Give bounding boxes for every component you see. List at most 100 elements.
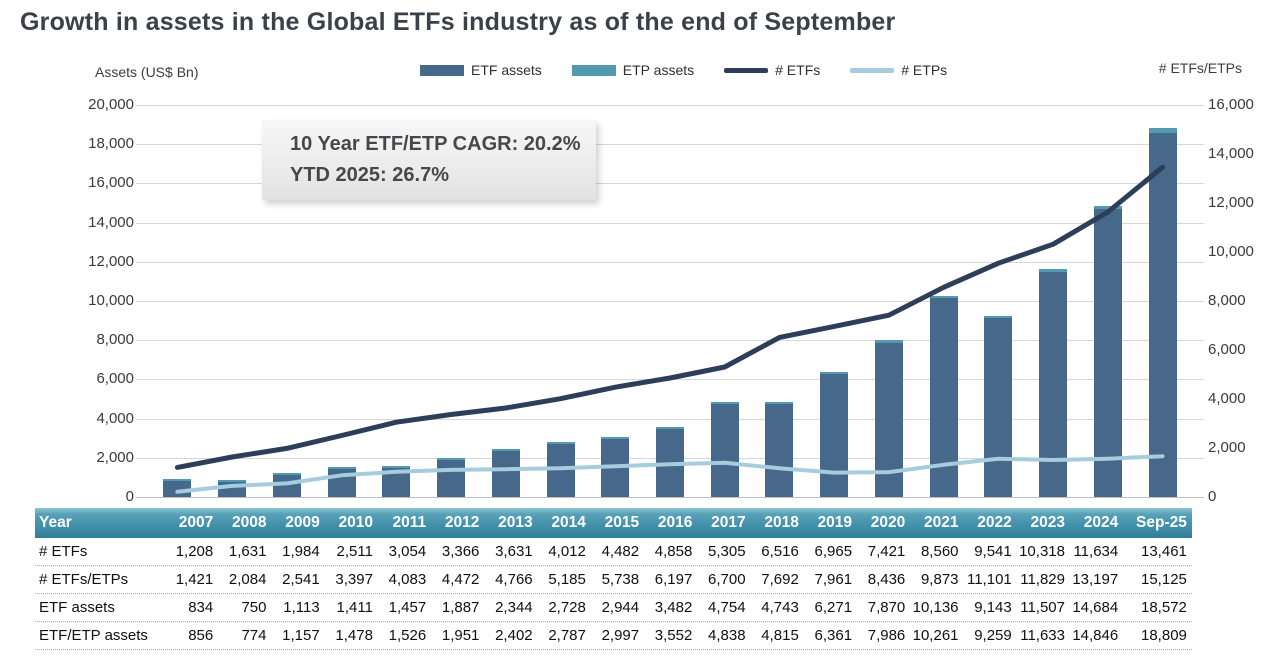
table-cell: 6,271 — [814, 599, 853, 616]
row-label: ETF/ETP assets — [39, 627, 148, 644]
table-cell: 1,411 — [336, 599, 373, 616]
table-cell: 834 — [188, 599, 214, 616]
table-cell: 3,366 — [441, 543, 480, 560]
right-axis-tick-label: 4,000 — [1208, 390, 1246, 407]
etp-assets-segment — [1039, 269, 1068, 272]
table-cell: 6,361 — [814, 627, 853, 644]
table-cell: 4,858 — [654, 543, 693, 560]
table-cell: 1,887 — [441, 599, 480, 616]
table-cell: 2009 — [285, 514, 320, 531]
bar-slot-2024 — [1080, 105, 1135, 497]
bar-slot-2019 — [807, 105, 862, 497]
line-num-etfs — [174, 164, 1166, 470]
table-cell: 14,684 — [1072, 599, 1119, 616]
table-cell: 10,136 — [912, 599, 959, 616]
table-cell: 4,754 — [708, 599, 746, 616]
legend-item: ETF assets — [420, 62, 542, 78]
table-cell: 3,631 — [495, 543, 533, 560]
left-axis-tick-label: 10,000 — [88, 292, 134, 309]
legend-label: # ETPs — [901, 62, 948, 78]
table-cell: 7,961 — [814, 571, 853, 588]
etp-assets-segment — [984, 315, 1013, 318]
etp-assets-segment — [601, 437, 630, 440]
left-axis-tick-label: 6,000 — [96, 370, 134, 388]
table-cell: 13,461 — [1141, 543, 1187, 560]
etf-assets-segment — [984, 317, 1013, 497]
table-cell: 2018 — [764, 514, 799, 531]
table-cell: 3,552 — [654, 627, 693, 644]
right-axis-tick-label: 0 — [1208, 488, 1217, 505]
table-cell: 2013 — [498, 514, 533, 531]
gridline — [136, 183, 1204, 185]
cagr-line: 10 Year ETF/ETP CAGR: 20.2% — [290, 133, 581, 155]
table-cell: 11,634 — [1073, 543, 1119, 560]
table-cell: 2023 — [1030, 514, 1065, 531]
etf-assets-segment — [710, 403, 739, 497]
table-cell: Sep-25 — [1136, 514, 1187, 531]
table-cell: 2,728 — [548, 599, 586, 616]
bar-Sep-25 — [1148, 128, 1177, 497]
etp-assets-segment — [1093, 206, 1122, 210]
left-axis-tick-label: 20,000 — [88, 96, 134, 113]
etf-assets-segment — [1093, 209, 1122, 497]
table-row: # ETFs/ETPs 1,421 2,084 2,541 3,397 4,083 4,47… — [35, 566, 1192, 594]
table-cell: 856 — [188, 627, 214, 644]
table-cell: 1,157 — [282, 627, 320, 644]
etp-assets-segment — [382, 466, 411, 469]
gridline — [136, 340, 1204, 342]
right-axis-tick-label: 8,000 — [1208, 292, 1246, 309]
table-cell: 1,951 — [441, 627, 480, 644]
gridline — [136, 418, 1204, 420]
row-label: # ETFs — [39, 543, 88, 560]
table-cell: 4,482 — [601, 543, 640, 560]
right-axis-tick-label: 16,000 — [1208, 96, 1254, 113]
line-num-etps — [175, 454, 1165, 494]
table-row: # ETFs 1,208 1,631 1,984 2,511 3,054 3,366 3,63… — [35, 538, 1192, 566]
table-cell: 2014 — [551, 514, 586, 531]
table-cell: 7,986 — [867, 627, 906, 644]
data-table: Year 2007 2008 2009 2010 2011 2012 2013 2014 2015… — [35, 508, 1192, 650]
right-axis-tick-label: 10,000 — [1208, 243, 1254, 260]
chart-legend: ETF assets ETP assets # ETFs # ETPs — [420, 62, 947, 78]
etp-assets-segment — [437, 458, 466, 460]
left-axis-tick-label: 4,000 — [96, 409, 134, 427]
right-axis-tick-label: 12,000 — [1208, 194, 1254, 211]
table-cell: 2,344 — [495, 599, 533, 616]
etp-assets-segment — [491, 449, 520, 452]
bar-2022 — [984, 315, 1013, 497]
bar-slot-2017 — [697, 105, 752, 497]
table-cell: 2,541 — [282, 571, 320, 588]
etf-assets-segment — [820, 374, 849, 497]
table-cell: 5,738 — [601, 571, 640, 588]
table-cell: 13,197 — [1072, 571, 1119, 588]
table-cell: 9,143 — [974, 599, 1012, 616]
table-cell: 11,633 — [1020, 627, 1065, 644]
table-cell: 2015 — [604, 514, 640, 531]
left-axis-tick-label: 16,000 — [88, 174, 134, 192]
table-cell: 2,402 — [495, 627, 533, 644]
table-cell: 8,560 — [920, 543, 959, 560]
bar-slot-2013 — [478, 105, 533, 497]
table-cell: 18,572 — [1141, 599, 1187, 616]
etp-assets-segment — [546, 441, 575, 444]
bar-2013 — [491, 449, 520, 497]
table-cell: 15,125 — [1141, 571, 1187, 588]
table-cell: 2024 — [1083, 514, 1119, 531]
legend-label: ETF assets — [471, 62, 542, 78]
left-axis-tick-label: 18,000 — [88, 135, 134, 153]
left-axis-title: Assets (US$ Bn) — [95, 64, 199, 80]
gridline — [136, 261, 1204, 263]
bar-2018 — [765, 402, 794, 497]
table-cell: 18,809 — [1141, 627, 1187, 644]
table-cell: 2,084 — [228, 571, 267, 588]
etf-assets-segment — [1148, 133, 1177, 497]
table-cell: 4,083 — [388, 571, 427, 588]
gridline — [136, 105, 1204, 106]
etp-assets-segment — [163, 478, 192, 481]
table-cell: 1,457 — [388, 599, 427, 616]
table-cell: 1,526 — [388, 627, 427, 644]
table-cell: 11,101 — [966, 571, 1012, 588]
table-cell: 4,472 — [441, 571, 480, 588]
table-cell: 2,511 — [336, 543, 373, 560]
